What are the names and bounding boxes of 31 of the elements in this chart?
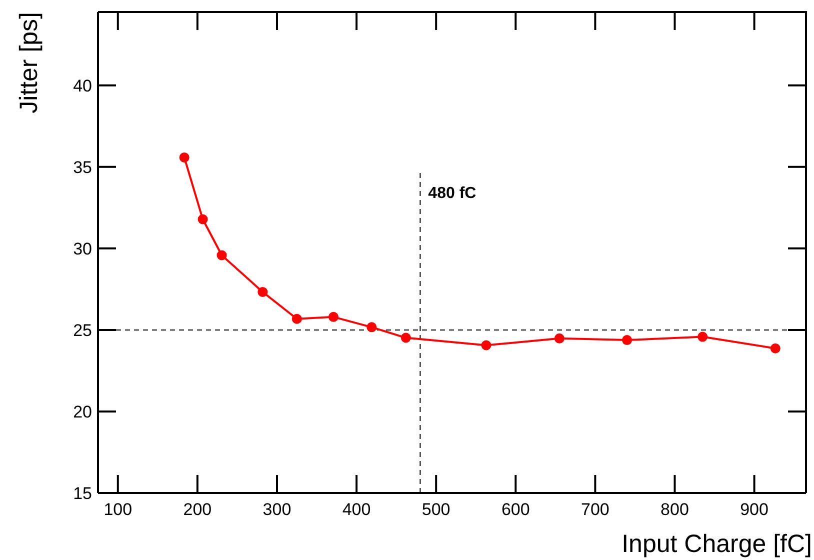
y-tick-label: 25 bbox=[73, 320, 92, 340]
y-tick-label: 35 bbox=[73, 158, 92, 177]
point bbox=[481, 340, 492, 350]
point bbox=[770, 343, 780, 354]
point bbox=[554, 333, 564, 344]
x-tick-label: 500 bbox=[422, 500, 450, 519]
point bbox=[328, 312, 338, 322]
point bbox=[198, 214, 208, 224]
point bbox=[622, 335, 632, 346]
x-tick-label: 300 bbox=[262, 500, 292, 519]
y-tick-label: 40 bbox=[73, 76, 92, 96]
y-tick-label: 30 bbox=[73, 239, 92, 258]
point bbox=[400, 332, 411, 343]
y-axis-title: Jitter [ps] bbox=[15, 12, 43, 114]
x-tick-label: 700 bbox=[581, 500, 610, 519]
x-tick-label: 900 bbox=[740, 500, 768, 519]
point bbox=[292, 314, 302, 324]
x-tick-label: 400 bbox=[342, 500, 371, 519]
x-tick-label: 100 bbox=[104, 500, 132, 519]
point bbox=[179, 152, 190, 162]
x-tick-label: 600 bbox=[501, 500, 530, 519]
x-tick-label: 800 bbox=[660, 500, 689, 519]
point bbox=[258, 286, 268, 297]
point bbox=[366, 322, 377, 332]
x-tick-label: 200 bbox=[183, 500, 212, 519]
y-tick-label: 15 bbox=[73, 484, 92, 503]
point bbox=[698, 332, 708, 342]
point bbox=[216, 250, 227, 260]
y-tick-label: 20 bbox=[73, 402, 92, 422]
x-axis-title: Input Charge [fC] bbox=[622, 530, 812, 558]
ref-line-label: 480 fC bbox=[428, 185, 477, 202]
